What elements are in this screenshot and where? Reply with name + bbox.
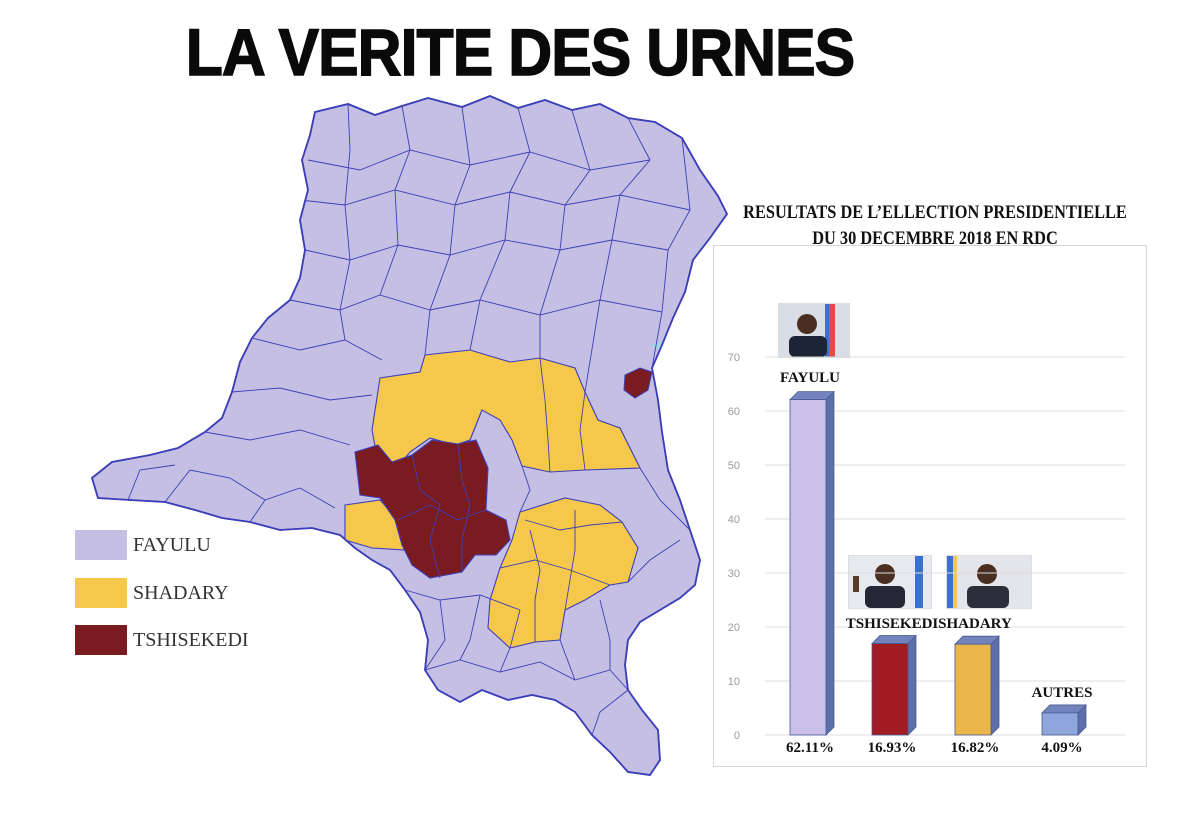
territory-border-line (529, 529, 541, 642)
territory-border-line (231, 387, 373, 401)
bar-side (990, 635, 1000, 736)
value-label: 62.11% (786, 740, 834, 756)
bar-autres (1041, 712, 1079, 736)
territory-border-line (339, 103, 351, 341)
territory-border-line (304, 239, 669, 261)
territory-border-line (469, 107, 531, 351)
territory-border-line (519, 465, 531, 513)
territory-border-line (251, 337, 383, 361)
photo-shadary (946, 555, 1032, 609)
territory-border-line (579, 391, 586, 471)
territory-border-line (584, 117, 651, 393)
territory-border-line (599, 599, 611, 670)
value-label: 16.82% (951, 740, 1000, 756)
page-title: LA VERITE DES URNES (185, 14, 856, 90)
territory-border-line (411, 454, 441, 579)
y-tick-label: 50 (728, 460, 740, 472)
territory-border-line (397, 504, 487, 521)
territory-border-line (639, 467, 691, 531)
territory-border-line (499, 559, 611, 586)
territory-border-line (539, 109, 591, 358)
territory-border-line (591, 689, 629, 736)
territory-border-line (249, 499, 266, 523)
territory-border-line (469, 409, 483, 441)
tshisekedi-region-east (623, 367, 653, 399)
territory-border-line (499, 609, 521, 673)
value-label: 16.93% (868, 740, 917, 756)
category-label: TSHISEKEDI (846, 616, 939, 632)
legend-label-fayulu: FAYULU (133, 534, 211, 556)
territory-borders (127, 103, 691, 736)
y-tick-label: 30 (728, 568, 740, 580)
y-tick-label: 0 (734, 730, 740, 742)
legend-label-shadary: SHADARY (133, 582, 229, 604)
territory-border-line (651, 137, 691, 369)
bar-fayulu (789, 399, 827, 736)
y-tick-label: 60 (728, 406, 740, 418)
territory-border-line (299, 189, 691, 211)
portrait-icon (789, 304, 835, 357)
bar-top (1041, 704, 1087, 714)
y-tick-label: 40 (728, 514, 740, 526)
bar-side (825, 390, 835, 736)
y-tick-label: 10 (728, 676, 740, 688)
territory-border-line (127, 464, 176, 501)
value-label: 4.09% (1041, 740, 1082, 756)
y-tick-label: 70 (728, 352, 740, 364)
category-label: AUTRES (1032, 685, 1093, 701)
territory-border-line (457, 443, 471, 572)
territory-border-line (559, 639, 576, 681)
bar-tshisekedi (871, 643, 909, 736)
chart-title-line1: RESULTATS DE L’ELLECTION PRESIDENTIELLE (743, 202, 1127, 223)
bar-shadary (954, 643, 992, 736)
category-label: FAYULU (780, 370, 840, 386)
chart-title-line2: DU 30 DECEMBRE 2018 EN RDC (812, 228, 1058, 249)
territory-border-line (289, 294, 663, 316)
chart-title: RESULTATS DE L’ELLECTION PRESIDENTIELLE … (733, 200, 1137, 252)
territory-border-line (539, 357, 551, 473)
territory-border-line (164, 469, 336, 509)
portrait-icon (947, 556, 1009, 608)
photo-fayulu (778, 303, 850, 358)
legend-swatch-tshisekedi (75, 625, 127, 655)
territory-border-line (379, 105, 411, 296)
bar-top (871, 635, 917, 644)
legend-swatch-fayulu (75, 530, 127, 560)
territory-border-line (424, 599, 446, 671)
bar-side (907, 634, 917, 736)
portrait-icon (853, 556, 923, 608)
photo-tshisekedi (848, 555, 932, 609)
bar-top (789, 391, 835, 401)
y-tick-label: 20 (728, 622, 740, 634)
legend-swatch-shadary (75, 578, 127, 608)
territory-border-line (564, 510, 576, 611)
territory-border-line (404, 589, 521, 611)
legend-label-tshisekedi: TSHISEKEDI (133, 629, 249, 651)
territory-border-line (459, 594, 481, 661)
drc-election-map (91, 95, 728, 776)
territory-border-line (627, 539, 681, 583)
tshisekedi-region-center (354, 439, 511, 579)
territory-border-line (424, 106, 471, 356)
bar-top (954, 635, 1000, 645)
territory-border-line (204, 429, 351, 446)
category-label: SHADARY (938, 616, 1012, 632)
